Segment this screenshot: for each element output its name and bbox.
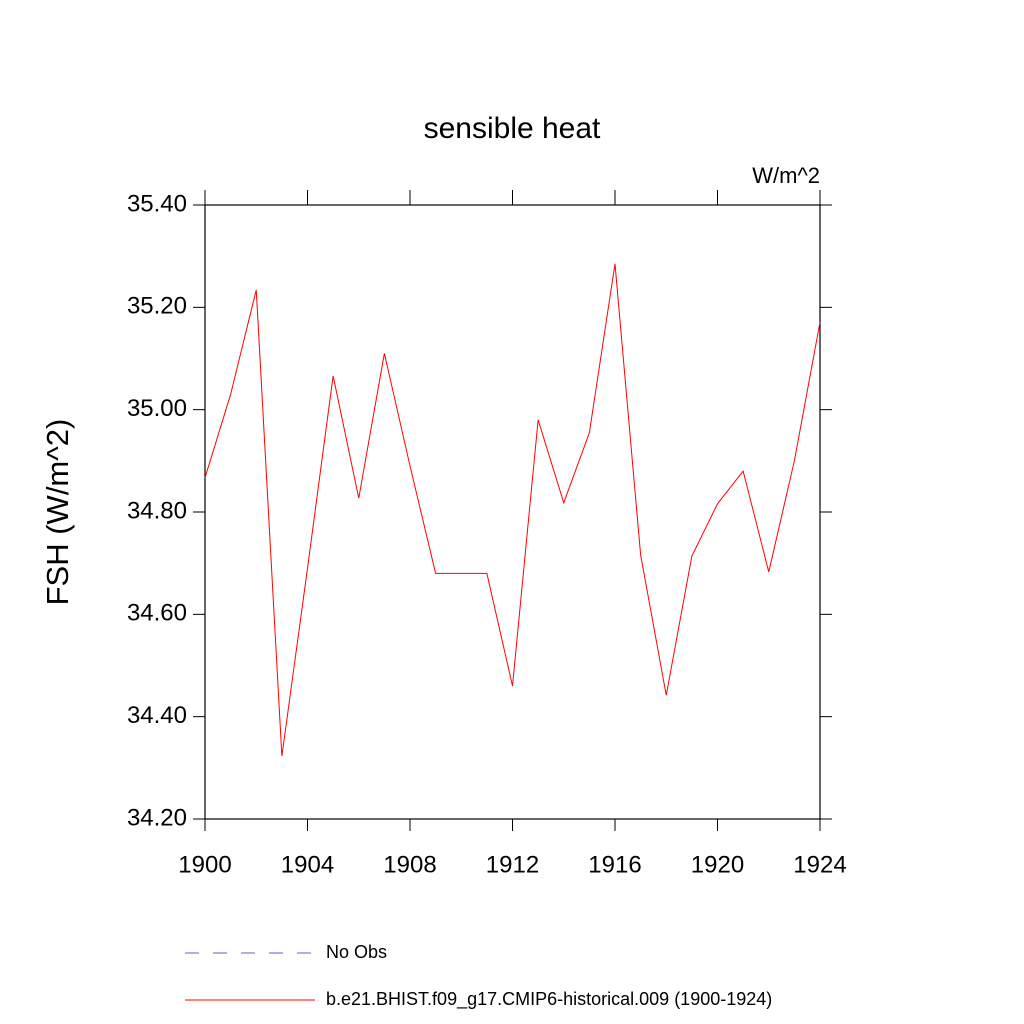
y-tick-label: 34.20 bbox=[127, 804, 187, 831]
x-tick-label: 1912 bbox=[486, 851, 539, 878]
legend-label: No Obs bbox=[326, 942, 387, 962]
x-tick-label: 1900 bbox=[178, 851, 231, 878]
x-tick-label: 1920 bbox=[691, 851, 744, 878]
legend-label: b.e21.BHIST.f09_g17.CMIP6-historical.009… bbox=[326, 989, 772, 1010]
x-tick-label: 1924 bbox=[793, 851, 846, 878]
y-tick-label: 35.00 bbox=[127, 395, 187, 422]
plot-frame bbox=[204, 204, 821, 820]
y-tick-label: 34.40 bbox=[127, 702, 187, 729]
chart-title: sensible heat bbox=[424, 112, 601, 145]
y-axis-label: FSH (W/m^2) bbox=[40, 419, 75, 606]
y-tick-label: 34.80 bbox=[127, 497, 187, 524]
x-tick-label: 1916 bbox=[588, 851, 641, 878]
y-tick-label: 34.60 bbox=[127, 600, 187, 627]
data-line bbox=[204, 263, 821, 757]
units-label: W/m^2 bbox=[752, 163, 820, 188]
x-tick-label: 1908 bbox=[383, 851, 436, 878]
y-tick-label: 35.20 bbox=[127, 293, 187, 320]
y-tick-label: 35.40 bbox=[127, 190, 187, 217]
x-tick-label: 1904 bbox=[281, 851, 334, 878]
